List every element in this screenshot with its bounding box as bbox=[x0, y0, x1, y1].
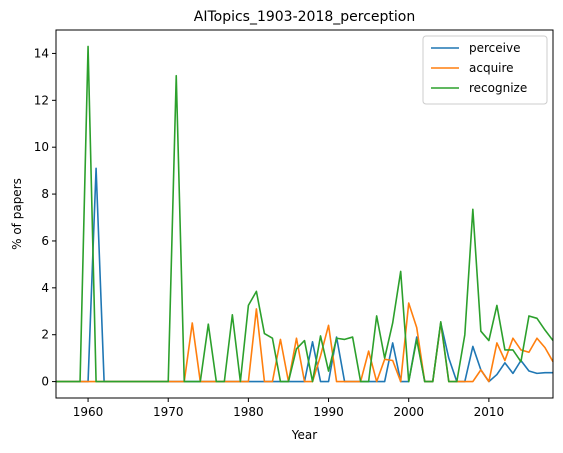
x-axis: 1960 1970 1980 1990 2000 2010 bbox=[73, 398, 504, 419]
series-layer bbox=[56, 45, 554, 383]
chart-title: AITopics_1903-2018_perception bbox=[194, 9, 415, 25]
y-tick-label: 6 bbox=[41, 234, 49, 248]
y-tick-label: 2 bbox=[41, 328, 49, 342]
y-axis-title: % of papers bbox=[10, 178, 24, 250]
y-axis: 0 2 4 6 8 10 12 14 bbox=[34, 46, 56, 389]
y-tick-label: 8 bbox=[41, 187, 49, 201]
legend-label-acquire: acquire bbox=[469, 61, 514, 75]
x-tick-label: 2000 bbox=[393, 405, 424, 419]
series-line-acquire bbox=[56, 302, 554, 383]
y-tick-label: 0 bbox=[41, 375, 49, 389]
x-tick-label: 1960 bbox=[73, 405, 104, 419]
legend-label-perceive: perceive bbox=[469, 41, 520, 55]
x-axis-title: Year bbox=[291, 428, 317, 442]
x-tick-label: 1990 bbox=[313, 405, 344, 419]
y-tick-label: 10 bbox=[34, 140, 49, 154]
y-tick-label: 4 bbox=[41, 281, 49, 295]
legend-box bbox=[422, 35, 548, 105]
x-tick-label: 1970 bbox=[153, 405, 184, 419]
y-tick-label: 12 bbox=[34, 93, 49, 107]
legend: perceive acquire recognize bbox=[422, 35, 548, 105]
legend-label-recognize: recognize bbox=[469, 81, 527, 95]
y-tick-label: 14 bbox=[34, 46, 49, 60]
series-line-recognize bbox=[56, 45, 554, 383]
plot-frame bbox=[55, 29, 554, 399]
x-tick-label: 2010 bbox=[474, 405, 505, 419]
x-tick-label: 1980 bbox=[233, 405, 264, 419]
